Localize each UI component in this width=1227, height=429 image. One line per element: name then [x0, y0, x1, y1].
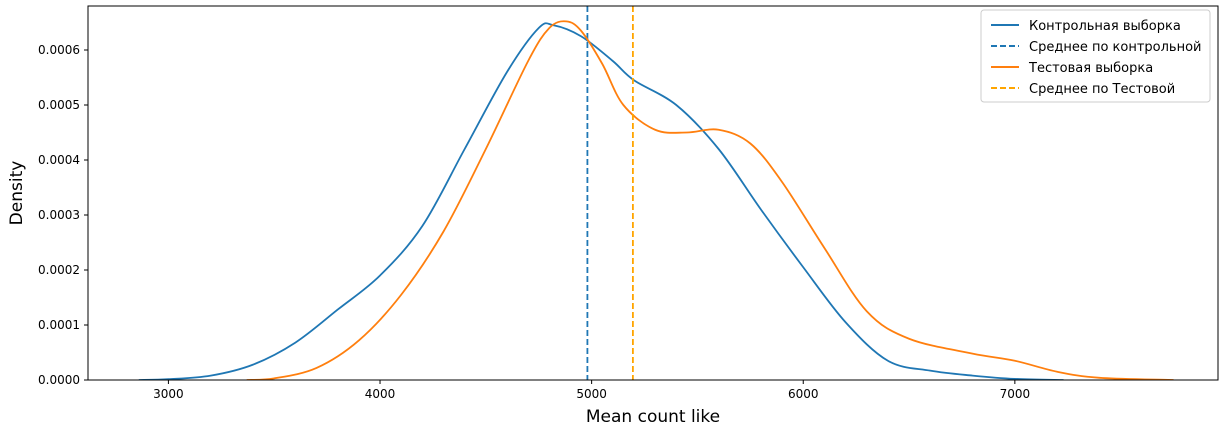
legend-label: Контрольная выборка	[1029, 19, 1181, 34]
y-tick-label: 0.0001	[38, 318, 80, 332]
legend-item: Среднее по Тестовой	[991, 82, 1175, 97]
x-tick-label: 4000	[365, 387, 396, 401]
legend-item: Тестовая выборка	[991, 61, 1153, 76]
legend: Контрольная выборка Среднее по контрольно…	[980, 9, 1211, 103]
plot-frame	[87, 5, 1219, 381]
y-tick-label: 0.0000	[38, 373, 80, 387]
legend-label: Среднее по контрольной	[1029, 40, 1202, 55]
plot-area	[138, 6, 1174, 380]
legend-item: Контрольная выборка	[991, 19, 1181, 34]
y-axis-label: Density	[7, 161, 27, 226]
y-tick-label: 0.0003	[38, 208, 80, 222]
y-axis: 0.0000 0.0001 0.0002 0.0003 0.0004 0.0005 0.00…	[38, 43, 88, 387]
x-axis: 3000 4000 5000 6000 7000	[153, 380, 1030, 401]
x-tick-label: 5000	[576, 387, 607, 401]
x-tick-label: 3000	[153, 387, 184, 401]
y-tick-label: 0.0005	[38, 98, 80, 112]
y-tick-label: 0.0006	[38, 43, 80, 57]
x-tick-label: 7000	[1000, 387, 1031, 401]
y-tick-label: 0.0002	[38, 263, 80, 277]
series-2-density-line	[246, 20, 1174, 380]
y-tick-label: 0.0004	[38, 153, 80, 167]
series-0-density-line	[138, 22, 1064, 380]
legend-box	[980, 9, 1211, 103]
legend-label: Среднее по Тестовой	[1029, 82, 1175, 97]
x-tick-label: 6000	[788, 387, 819, 401]
x-axis-label: Mean count like	[586, 407, 720, 427]
legend-item: Среднее по контрольной	[991, 40, 1202, 55]
legend-label: Тестовая выборка	[1028, 61, 1153, 76]
